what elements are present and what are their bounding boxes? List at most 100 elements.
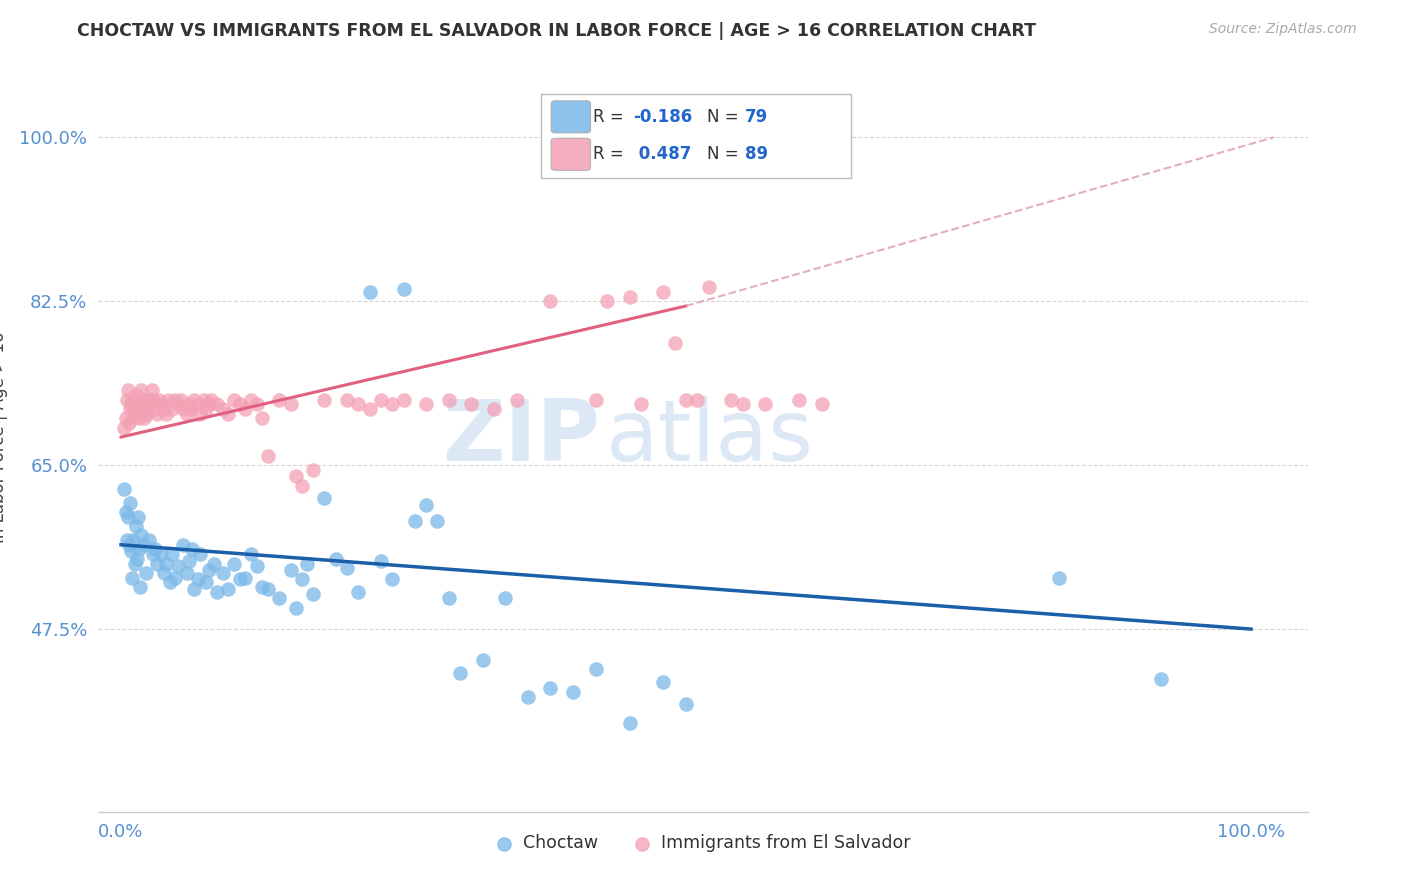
Point [165,392,187,407]
Point [153,566,176,580]
Point [285,600,308,615]
Point [538,681,561,695]
Text: -0.186: -0.186 [633,108,692,126]
Point [143,401,166,416]
Point [188,407,211,421]
Point [252,580,274,594]
Point [121,571,143,585]
Point [505,392,527,407]
Point [392,282,415,296]
Point [285,469,308,483]
Point [138,392,160,407]
Point [336,392,359,407]
Point [193,392,215,407]
Point [149,547,172,561]
Point [596,294,619,309]
Point [652,285,675,299]
Point [1047,571,1070,585]
Point [160,401,183,416]
Point [114,411,136,425]
Point [122,533,145,547]
Y-axis label: In Labor Force | Age > 16: In Labor Force | Age > 16 [0,331,8,543]
Text: 79: 79 [745,108,769,126]
Point [125,407,148,421]
Text: 89: 89 [745,145,768,163]
Point [675,392,697,407]
Point [117,509,139,524]
Point [437,392,460,407]
Point [176,407,198,421]
Point [150,397,173,411]
Point [139,397,162,411]
Point [291,573,314,587]
Point [754,397,776,411]
Point [675,697,697,711]
Point [170,392,193,407]
Point [205,584,228,599]
Point [211,566,233,580]
Point [1150,672,1173,686]
Point [121,392,143,407]
Point [128,542,150,557]
Point [619,715,641,730]
Point [370,554,392,568]
Point [172,401,194,416]
Point [291,479,314,493]
Point [153,401,176,416]
Point [217,582,239,596]
Point [585,392,607,407]
Point [202,557,225,571]
Point [127,397,149,411]
Point [415,397,437,411]
Point [177,554,200,568]
Point [370,392,392,407]
Point [198,563,221,577]
Point [125,388,148,402]
Point [132,538,155,552]
Point [194,575,217,590]
Point [114,505,136,519]
Point [187,397,209,411]
Point [138,533,160,547]
Point [246,559,269,574]
Text: atlas: atlas [606,395,814,479]
Point [359,285,381,299]
Point [347,397,370,411]
Legend: Choctaw, Immigrants from El Salvador: Choctaw, Immigrants from El Salvador [489,828,917,859]
Point [115,533,138,547]
Point [129,392,152,407]
Point [120,397,142,411]
Point [619,289,641,303]
Point [246,397,269,411]
Point [652,675,675,690]
Text: CHOCTAW VS IMMIGRANTS FROM EL SALVADOR IN LABOR FORCE | AGE > 16 CORRELATION CHA: CHOCTAW VS IMMIGRANTS FROM EL SALVADOR I… [77,22,1036,40]
Point [142,547,165,561]
Point [112,421,135,435]
Text: Source: ZipAtlas.com: Source: ZipAtlas.com [1209,22,1357,37]
Point [146,407,169,421]
Point [404,514,426,528]
Point [280,397,302,411]
Point [148,392,170,407]
Point [135,401,157,416]
Point [198,397,221,411]
Point [302,463,325,477]
Point [146,557,169,571]
Point [449,666,471,681]
Point [359,401,381,416]
Point [810,397,832,411]
Point [314,491,336,505]
Point [127,509,149,524]
Point [211,401,233,416]
Text: N =: N = [707,145,744,163]
Point [136,407,159,421]
Point [228,397,250,411]
Point [134,392,156,407]
Point [166,559,188,574]
Point [297,557,319,571]
Point [172,538,194,552]
Point [562,685,585,699]
Point [222,557,245,571]
Point [143,542,166,557]
Point [222,392,245,407]
